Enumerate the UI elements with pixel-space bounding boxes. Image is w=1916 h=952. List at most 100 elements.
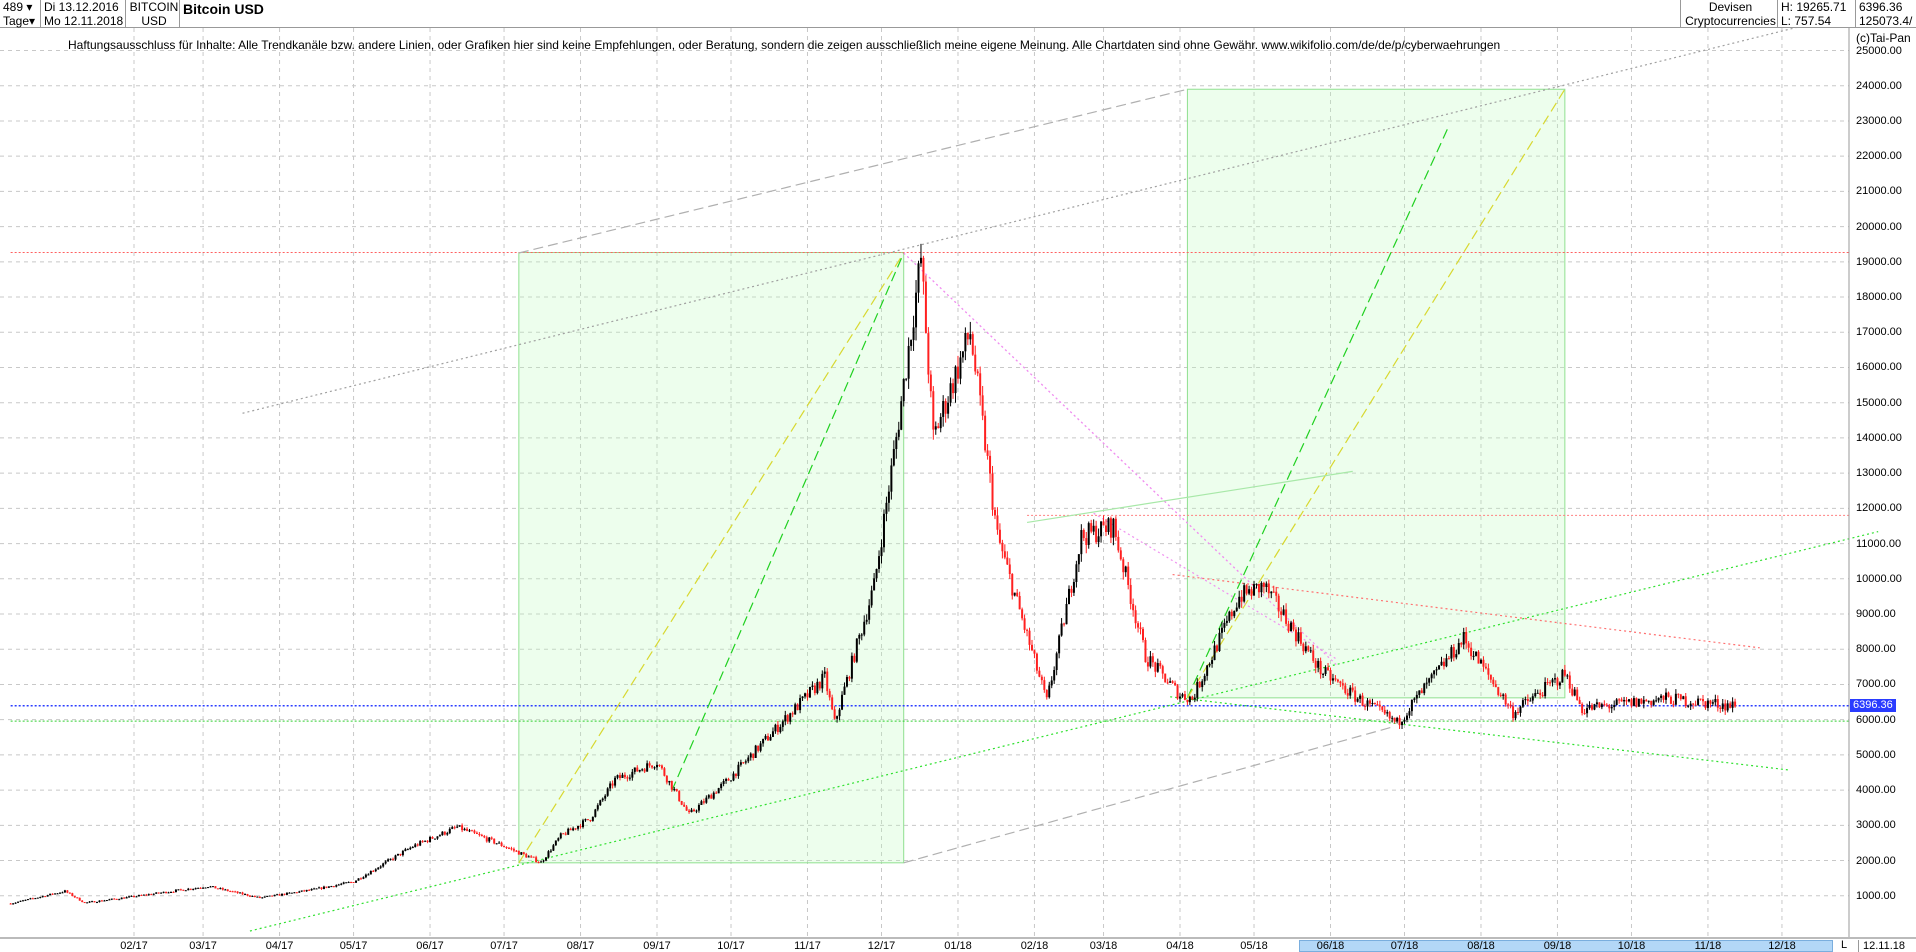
candle-body (1021, 609, 1024, 619)
dropdown-icon[interactable]: ▾ (26, 0, 33, 14)
candle-body (732, 773, 735, 781)
candle-body (236, 891, 239, 894)
candle-body (424, 840, 427, 842)
candle-body (542, 860, 545, 862)
low-value: L: 757.54 (1781, 14, 1832, 28)
candle-body (1055, 653, 1058, 670)
candle-body (1684, 696, 1687, 707)
candle-body (826, 671, 829, 692)
y-tick-label: 8000.00 (1856, 643, 1896, 656)
candle-body (712, 792, 715, 799)
l-button[interactable]: L (1841, 939, 1848, 951)
candle-body (14, 902, 17, 904)
date-range[interactable]: Di 13.12.2016 Mo 12.11.2018 (41, 0, 126, 28)
period-selector[interactable]: Tage (3, 14, 30, 28)
candle-body (1388, 712, 1391, 719)
candle-body (665, 775, 668, 783)
candle-body (81, 900, 84, 903)
candle-body (1223, 622, 1226, 628)
horizontal-lines (10, 251, 1849, 722)
candle-body (1687, 705, 1690, 707)
candle-body (1428, 678, 1431, 683)
candle-body (1546, 682, 1549, 684)
candle-body (1102, 521, 1105, 526)
trendline (1172, 573, 1760, 649)
candle-body (1270, 591, 1273, 594)
candle-body (1650, 700, 1653, 705)
candle-body (1053, 669, 1056, 681)
candle-body (596, 805, 599, 810)
candle-body (915, 292, 918, 328)
candle-body (1260, 582, 1263, 593)
candle-body (907, 345, 910, 379)
start-date[interactable]: Di 13.12.2016 (44, 0, 119, 14)
candle-body (1499, 694, 1502, 696)
candle-body (1563, 669, 1566, 676)
candle-body (1726, 703, 1729, 711)
count-selector[interactable]: 489 ▾ Tage▾ (0, 0, 41, 28)
candle-body (1169, 681, 1172, 683)
candle-body (1620, 699, 1623, 702)
candle-body (1420, 690, 1423, 694)
candle-body (1001, 542, 1004, 552)
candle-body (1447, 658, 1450, 660)
dropdown-icon[interactable]: ▾ (29, 14, 36, 28)
candle-body (897, 429, 900, 437)
candle-body (142, 894, 145, 896)
candle-body (1006, 557, 1009, 565)
candle-body (303, 890, 306, 892)
candle-body (41, 896, 44, 898)
candle-body (954, 366, 957, 394)
candle-body (1319, 660, 1322, 675)
candle-body (100, 900, 103, 902)
candle-body (1139, 627, 1142, 629)
candle-body (1371, 703, 1374, 705)
bar-count[interactable]: 489 (3, 0, 24, 14)
candle-body (1341, 683, 1344, 686)
candle-body (51, 893, 54, 895)
candle-body (715, 792, 718, 794)
x-tick-label: 08/17 (566, 940, 595, 952)
candle-body (229, 891, 232, 893)
candle-body (525, 854, 528, 858)
candle-body (1218, 632, 1221, 652)
candle-body (197, 887, 200, 889)
x-tick-label: 01/18 (944, 940, 972, 952)
candle-body (1211, 660, 1214, 664)
candle-body (251, 895, 254, 897)
candle-body (78, 897, 81, 901)
candle-body (1677, 693, 1680, 695)
candle-body (631, 771, 634, 778)
candle-body (868, 605, 871, 620)
y-tick-label: 10000.00 (1856, 572, 1902, 585)
time-axis[interactable]: 02/17 03/17 04/17 05/17 06/17 07/17 08/17 09/17… (0, 937, 1916, 952)
end-date[interactable]: Mo 12.11.2018 (44, 14, 124, 28)
candle-body (1312, 650, 1315, 661)
candle-body (734, 773, 737, 777)
candle-body (618, 775, 621, 778)
candle-body (157, 892, 160, 894)
candle-body (981, 395, 984, 416)
candle-body (1586, 708, 1589, 714)
y-tick-label: 25000.00 (1856, 44, 1902, 57)
candle-body (1376, 704, 1379, 706)
candle-body (1521, 700, 1524, 707)
candle-body (919, 257, 922, 264)
candle-body (253, 895, 256, 897)
candle-body (1551, 679, 1554, 683)
candle-body (1193, 697, 1196, 700)
x-tick-label: 08/18 (1467, 940, 1495, 952)
last-price: 6396.36 (1859, 0, 1903, 14)
candle-body (850, 655, 853, 679)
candle-body (956, 366, 959, 379)
candle-body (786, 715, 789, 722)
x-tick-label: 05/17 (339, 940, 368, 952)
candle-body (401, 850, 404, 856)
candle-body (446, 833, 449, 835)
candle-body (475, 832, 478, 834)
candle-body (818, 681, 821, 689)
candle-body (1008, 564, 1011, 575)
candle-body (1630, 699, 1633, 706)
candle-body (192, 888, 195, 890)
